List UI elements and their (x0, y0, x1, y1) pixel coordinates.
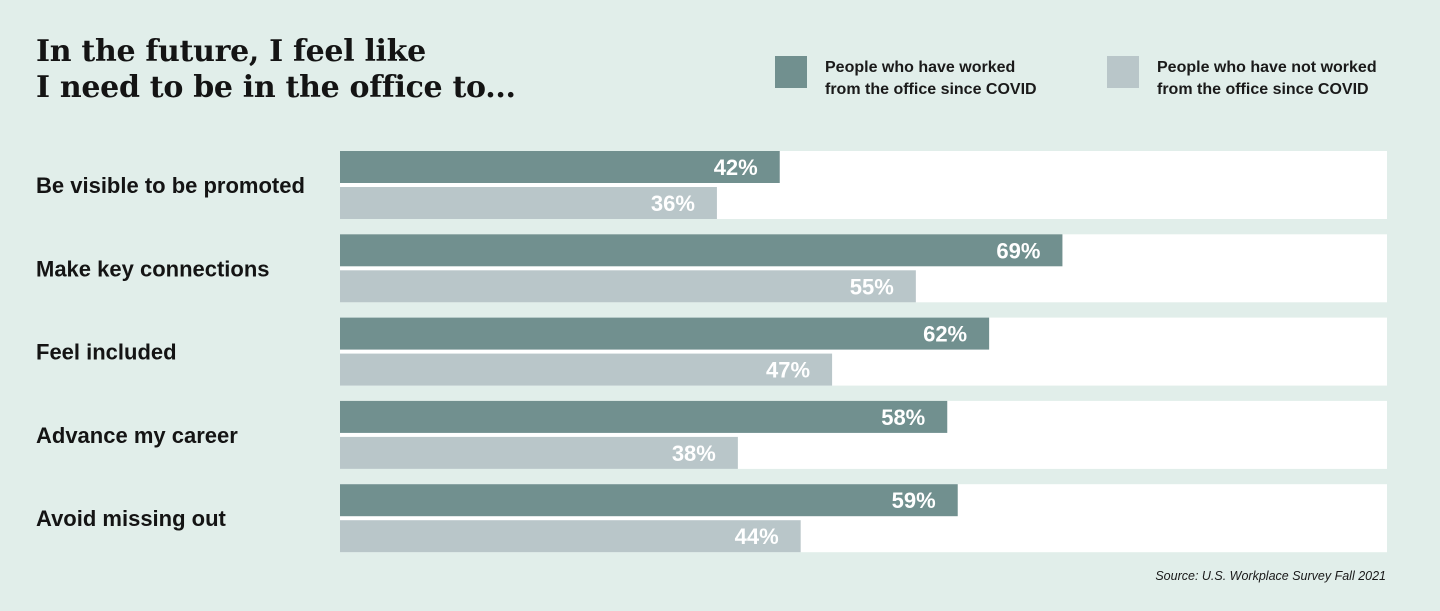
data-label-not-worked-advance-my-career: 38% (672, 441, 716, 466)
bar-not-worked-be-visible-to-be-promoted (340, 187, 717, 219)
legend-swatch-not-worked (1107, 56, 1139, 88)
bar-not-worked-feel-included (340, 353, 833, 386)
data-label-worked-be-visible-to-be-promoted: 42% (714, 155, 758, 180)
category-label-be-visible-to-be-promoted: Be visible to be promoted (36, 173, 305, 198)
legend-label-worked-line-1: People who have worked (825, 59, 1016, 76)
bar-worked-avoid-missing-out (340, 484, 958, 517)
bar-worked-feel-included (340, 317, 990, 350)
data-label-not-worked-make-key-connections: 55% (850, 274, 894, 299)
category-label-feel-included: Feel included (36, 340, 177, 365)
chart-title: In the future, I feel like I need to be … (36, 34, 516, 106)
source-note: Source: U.S. Workplace Survey Fall 2021 (1155, 569, 1386, 583)
data-label-worked-advance-my-career: 58% (881, 405, 925, 430)
chart-title-line-1: In the future, I feel like (36, 34, 426, 69)
data-label-worked-feel-included: 62% (923, 322, 967, 347)
legend-item-worked-from-office: People who have worked from the office s… (775, 56, 1037, 101)
legend-label-worked: People who have worked from the office s… (825, 57, 1037, 101)
legend-swatch-worked (775, 56, 807, 88)
legend-item-not-worked-from-office: People who have not worked from the offi… (1107, 56, 1377, 101)
bar-not-worked-avoid-missing-out (340, 520, 801, 553)
data-label-worked-avoid-missing-out: 59% (892, 488, 936, 513)
chart-title-line-2: I need to be in the office to... (36, 70, 516, 105)
bar-not-worked-advance-my-career (340, 436, 738, 469)
legend-label-worked-line-2: from the office since COVID (825, 81, 1037, 98)
bar-worked-be-visible-to-be-promoted (340, 151, 780, 183)
legend-label-not-worked-line-2: from the office since COVID (1157, 81, 1369, 98)
bar-not-worked-make-key-connections (340, 270, 916, 303)
bar-worked-advance-my-career (340, 400, 948, 433)
bar-worked-make-key-connections (340, 234, 1063, 267)
category-label-make-key-connections: Make key connections (36, 256, 270, 281)
category-label-avoid-missing-out: Avoid missing out (36, 506, 227, 531)
data-label-not-worked-avoid-missing-out: 44% (735, 524, 779, 549)
legend-label-not-worked: People who have not worked from the offi… (1157, 57, 1377, 101)
data-label-worked-make-key-connections: 69% (996, 238, 1040, 263)
category-label-advance-my-career: Advance my career (36, 423, 238, 448)
data-label-not-worked-feel-included: 47% (766, 358, 810, 383)
legend-label-not-worked-line-1: People who have not worked (1157, 59, 1377, 76)
data-label-not-worked-be-visible-to-be-promoted: 36% (651, 191, 695, 216)
